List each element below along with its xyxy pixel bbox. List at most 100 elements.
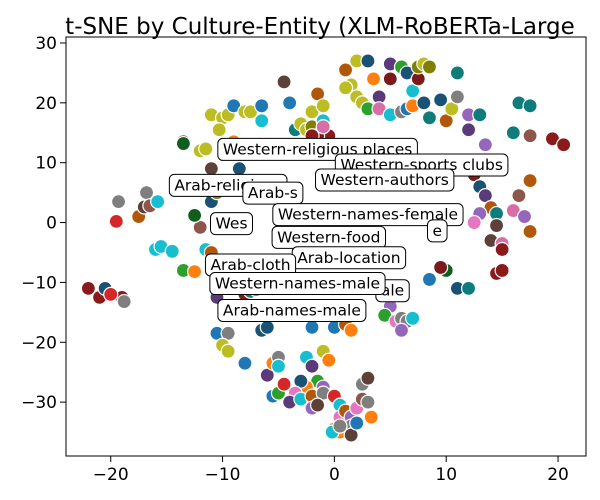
scatter-point xyxy=(164,243,180,259)
scatter-point xyxy=(270,358,287,374)
scatter-point xyxy=(231,161,247,177)
annotation-box: Western-names-male xyxy=(209,272,386,296)
scatter-point xyxy=(108,213,124,229)
annotation-label: Arab-s xyxy=(248,184,298,202)
scatter-point xyxy=(304,319,320,335)
x-tick-label: 10 xyxy=(435,465,457,485)
scatter-point xyxy=(516,208,533,225)
annotation-box: Western-authors xyxy=(315,168,455,192)
scatter-point xyxy=(433,92,449,108)
axis-ticks: −20 −10 0 10 20 −30 −20 −10 0 10 20 30 xyxy=(21,34,569,485)
scatter-point xyxy=(187,264,203,280)
y-tick-label: 10 xyxy=(35,154,57,174)
scatter-point xyxy=(343,322,359,338)
scatter-point xyxy=(477,137,493,153)
scatter-point xyxy=(276,74,292,90)
x-tick-label: 0 xyxy=(329,465,340,485)
scatter-point xyxy=(321,352,337,368)
scatter-point xyxy=(237,355,253,371)
scatter-point xyxy=(522,98,538,114)
scatter-point xyxy=(393,322,410,338)
annotation-frame xyxy=(315,168,455,192)
scatter-point xyxy=(80,280,96,296)
scatter-point xyxy=(363,409,379,425)
annotation-frame xyxy=(272,203,464,227)
scatter-point xyxy=(220,343,236,359)
scatter-point xyxy=(110,194,127,210)
annotation-frame xyxy=(217,298,367,322)
scatter-point xyxy=(522,128,538,144)
scatter-point xyxy=(259,319,275,335)
scatter-point xyxy=(332,418,348,434)
scatter-point xyxy=(405,310,421,326)
scatter-point xyxy=(460,122,477,138)
scatter-point xyxy=(421,110,438,126)
scatter-point xyxy=(556,137,572,153)
scatter-point xyxy=(310,397,326,413)
y-tick-label: 0 xyxy=(46,214,57,234)
annotation-label: Western-authors xyxy=(321,171,449,189)
annotation-box: Western-names-female xyxy=(272,203,464,227)
scatter-point xyxy=(337,62,354,78)
scatter-point xyxy=(254,113,270,129)
scatter-point xyxy=(505,125,521,141)
scatter-point xyxy=(116,293,132,310)
scatter-point xyxy=(466,214,482,231)
scatter-point xyxy=(460,280,477,296)
scatter-point xyxy=(360,370,376,386)
scatter-point xyxy=(416,95,432,111)
annotation-frame xyxy=(242,181,304,205)
scatter-point xyxy=(421,59,438,75)
annotation-frame xyxy=(426,219,448,243)
annotation-box: Arab-s xyxy=(242,181,304,205)
scatter-point xyxy=(254,98,270,114)
scatter-point xyxy=(187,207,203,223)
scatter-point xyxy=(349,415,365,431)
annotation-box: Arab-location xyxy=(291,246,407,270)
scatter-point xyxy=(315,119,331,135)
x-tick-label: 20 xyxy=(547,465,569,485)
plot-frame xyxy=(65,36,587,457)
y-tick-label: −20 xyxy=(21,333,57,353)
y-tick-label: −10 xyxy=(21,273,57,293)
annotation-frame xyxy=(209,272,386,296)
scatter-point xyxy=(276,376,292,392)
annotation-label: Arab-cloth xyxy=(210,256,290,274)
annotation-frame xyxy=(209,212,254,236)
scatter-point xyxy=(337,80,354,96)
annotation-label: e xyxy=(432,222,442,240)
annotation-label: Arab-names-male xyxy=(223,301,361,319)
annotation-box: e xyxy=(426,219,448,243)
scatter-point xyxy=(522,173,538,189)
scatter-point xyxy=(211,122,227,138)
y-tick-label: 20 xyxy=(35,94,57,114)
annotation-label: Western-names-female xyxy=(278,206,458,224)
scatter-point xyxy=(382,71,398,87)
annotation-label: Wes xyxy=(215,215,247,233)
annotation-box: Arab-names-male xyxy=(217,298,367,322)
y-tick-label: 30 xyxy=(35,34,57,54)
annotation-label: Western-names-male xyxy=(215,275,380,293)
scatter-point xyxy=(472,107,488,123)
scatter-point xyxy=(103,286,119,302)
x-tick-label: −10 xyxy=(205,465,241,485)
scatter-point xyxy=(449,89,465,105)
scatter-point xyxy=(494,262,510,279)
annotation-label: Western-food xyxy=(277,228,380,246)
scatter-point xyxy=(198,141,214,157)
scatter-point xyxy=(365,71,382,87)
scatter-point xyxy=(360,394,376,410)
scatter-point xyxy=(360,53,376,69)
chart-title: t-SNE by Culture-Entity (XLM-RoBERTa-Lar… xyxy=(65,14,575,40)
annotation-box: Western-food xyxy=(271,225,387,249)
scatter-point xyxy=(522,223,538,240)
scatter-point xyxy=(315,98,331,114)
scatter-point xyxy=(175,135,192,152)
scatter-point xyxy=(433,259,449,276)
scatter-point xyxy=(203,161,219,177)
annotation-label: Arab-location xyxy=(297,249,400,267)
scatter-point xyxy=(421,271,438,288)
scatter-point xyxy=(282,95,298,111)
